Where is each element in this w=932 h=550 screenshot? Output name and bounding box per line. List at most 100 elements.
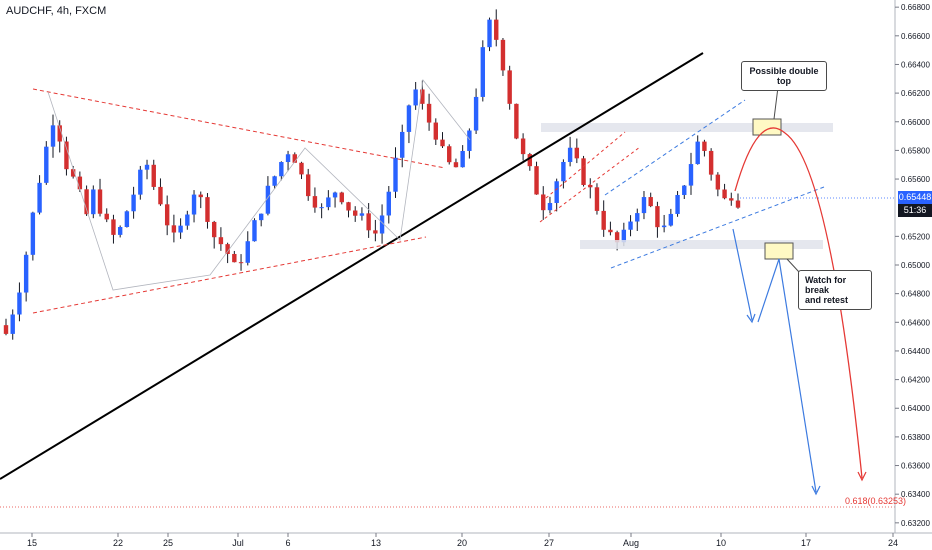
- candle-body: [420, 89, 425, 104]
- candle-body: [594, 187, 600, 211]
- candle-body: [514, 103, 519, 139]
- time-tick-label: Aug: [623, 538, 639, 548]
- candle-body: [252, 220, 257, 242]
- candle-body: [541, 194, 546, 211]
- candle-body: [386, 191, 391, 216]
- candle-body: [131, 194, 136, 212]
- current-price-tag: 0.65448: [898, 191, 932, 204]
- candle-body: [440, 139, 445, 147]
- double-top-note-text: Possible double top: [749, 66, 819, 86]
- candle-body: [50, 125, 56, 147]
- time-tick-label: 13: [371, 538, 381, 548]
- time-tick-label: 6: [285, 538, 290, 548]
- time-tick-label: 22: [113, 538, 123, 548]
- price-tick-label: 0.66200: [901, 89, 930, 98]
- candle-body: [635, 213, 640, 222]
- candle-body: [285, 154, 291, 163]
- time-tick-label: Jul: [232, 538, 244, 548]
- candle-body: [272, 176, 277, 186]
- candle-body: [77, 176, 83, 190]
- candle-body: [57, 125, 62, 142]
- candle-body: [279, 162, 284, 177]
- candle-body: [373, 230, 378, 234]
- blue-channel-lower: [610, 186, 825, 269]
- candle-body: [467, 130, 472, 151]
- candle-body: [151, 164, 156, 187]
- price-tick-label: 0.66800: [901, 3, 930, 12]
- candle-body: [211, 221, 217, 238]
- candle-body: [406, 105, 412, 132]
- time-tick-label: 17: [801, 538, 811, 548]
- candle-body: [460, 150, 465, 168]
- candle-body: [393, 157, 398, 192]
- candle-body: [661, 225, 667, 228]
- candle-body: [494, 19, 499, 40]
- candle-body: [561, 161, 566, 182]
- price-tick-label: 0.66600: [901, 32, 930, 41]
- time-tick-label: 27: [544, 538, 554, 548]
- candle-body: [111, 219, 116, 235]
- blue-first-arrowhead: [746, 313, 756, 324]
- price-tick-label: 0.63600: [901, 462, 930, 471]
- swing-lines: [47, 79, 471, 291]
- price-tick-label: 0.64600: [901, 318, 930, 327]
- candle-body: [473, 96, 479, 131]
- price-tick-label: 0.65200: [901, 232, 930, 241]
- candle-body: [359, 213, 365, 216]
- descending-resistance-line: [32, 88, 446, 169]
- candle-body: [245, 241, 250, 263]
- price-tick-label: 0.66000: [901, 118, 930, 127]
- candle-body: [628, 221, 633, 230]
- double-top-marker: [752, 118, 782, 136]
- price-tick-label: 0.65000: [901, 261, 930, 270]
- candle-body: [400, 131, 405, 158]
- retest-marker: [764, 242, 794, 260]
- candles: [3, 9, 741, 340]
- break-retest-line2: and retest: [805, 295, 849, 305]
- break-retest-note[interactable]: Watch for break and retest: [798, 270, 872, 310]
- candle-body: [702, 141, 707, 151]
- candle-body: [198, 194, 203, 198]
- candle-body: [426, 103, 432, 123]
- blue-projection-path: [732, 228, 817, 493]
- price-tick-label: 0.64400: [901, 347, 930, 356]
- candle-body: [232, 253, 237, 263]
- candle-body: [44, 146, 49, 183]
- candle-body: [688, 164, 694, 186]
- candle-body: [138, 169, 143, 195]
- price-tick-label: 0.64800: [901, 290, 930, 299]
- candle-body: [339, 192, 344, 203]
- candle-body: [10, 314, 15, 334]
- price-tick-label: 0.65600: [901, 175, 930, 184]
- candle-body: [265, 185, 271, 214]
- candle-body: [379, 215, 385, 234]
- candle-body: [30, 212, 36, 255]
- candle-body: [91, 189, 96, 215]
- price-axis-bg: [895, 0, 932, 550]
- candle-body: [413, 89, 418, 106]
- candle-body: [527, 154, 533, 167]
- double-top-note[interactable]: Possible double top: [741, 61, 827, 91]
- candle-body: [500, 39, 506, 71]
- countdown-tag: 51:36: [898, 204, 932, 217]
- blue-final-arrowhead: [811, 485, 821, 496]
- candle-body: [205, 197, 210, 222]
- candle-body: [581, 158, 586, 185]
- blue-channel-upper: [604, 99, 746, 196]
- candle-body: [682, 185, 687, 195]
- price-tick-label: 0.64000: [901, 404, 930, 413]
- symbol-title: AUDCHF, 4h, FXCM: [6, 5, 107, 17]
- candle-body: [433, 122, 438, 140]
- drawings: [0, 52, 895, 508]
- candle-body: [23, 254, 29, 293]
- red-projection-arrowhead: [857, 471, 867, 482]
- candle-body: [520, 138, 526, 155]
- candle-body: [487, 19, 492, 48]
- time-tick-label: 10: [716, 538, 726, 548]
- candle-body: [104, 213, 109, 220]
- candle-body: [608, 229, 613, 233]
- candle-body: [326, 197, 331, 208]
